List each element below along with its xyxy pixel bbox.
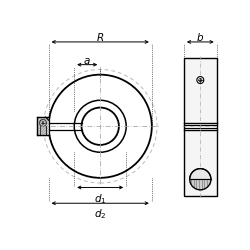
Text: a: a [84,56,90,66]
Polygon shape [190,179,211,190]
Bar [38,117,48,136]
Circle shape [40,120,46,126]
Text: b: b [197,33,203,43]
Circle shape [197,76,204,84]
Text: $d_1$: $d_1$ [94,192,106,205]
Circle shape [190,168,211,190]
Bar [184,58,217,196]
Text: $d_2$: $d_2$ [94,208,106,221]
Text: R: R [96,33,104,43]
